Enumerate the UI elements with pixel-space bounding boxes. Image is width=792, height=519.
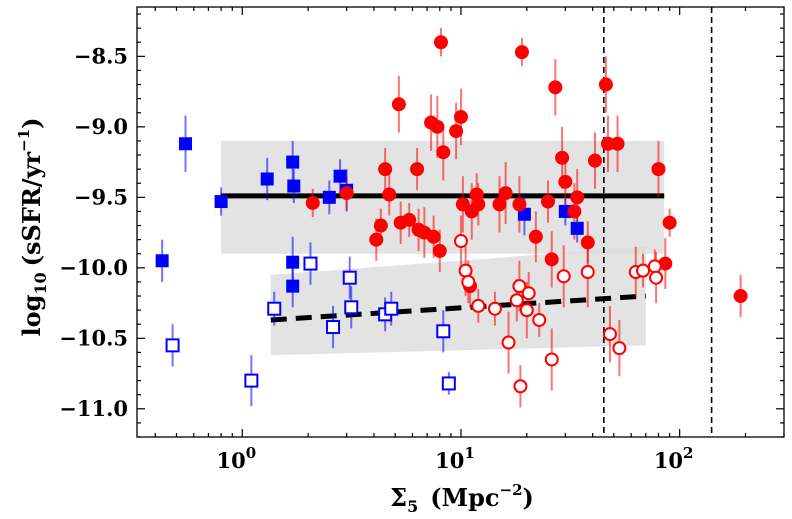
data-point-circle [391,97,406,112]
y-tick-label: −8.5 [74,43,128,68]
data-point-circle [580,235,595,250]
data-point-square [286,255,300,269]
data-point-circle [544,352,559,367]
data-points [155,35,748,394]
data-point-circle [548,80,563,95]
data-point-circle [492,197,507,212]
x-tick-labels: 100 101 102 [216,444,693,473]
data-point-square [326,320,341,335]
data-point-circle [544,252,559,267]
y-tick-labels: −8.5 −9.0 −9.5 −10.0 −10.5 −11.0 [59,43,128,420]
data-point-circle [514,45,529,60]
data-point-circle [453,234,468,249]
y-tick-label: −9.5 [74,184,128,209]
data-point-circle [636,263,651,278]
data-point-circle [378,162,393,177]
data-point-circle [567,204,582,219]
data-point-circle [402,212,417,227]
data-point-square [179,137,193,151]
data-point-circle [305,195,320,210]
data-point-square [570,221,584,235]
data-point-circle [612,341,627,356]
data-point-circle [509,293,524,308]
y-tick-label: −10.5 [59,325,128,350]
data-point-circle [426,229,441,244]
data-point-circle [512,197,527,212]
y-tick-label: −9.0 [74,114,128,139]
data-point-square [436,324,451,339]
x-tick-label: 101 [435,444,475,473]
data-point-square [214,195,228,209]
data-point-square [165,338,180,353]
data-point-circle [528,229,543,244]
x-tick-label: 100 [216,444,256,473]
data-point-circle [662,215,677,230]
data-point-circle [471,298,486,313]
data-point-circle [436,145,451,160]
data-point-square [322,190,336,204]
data-point-circle [501,335,516,350]
data-point-circle [487,301,502,316]
data-point-circle [373,218,388,233]
data-point-circle [513,379,528,394]
x-tick-label: 102 [654,444,694,473]
data-point-square [286,155,300,169]
data-point-circle [598,77,613,92]
data-point-circle [556,269,571,284]
data-point-circle [433,35,448,50]
data-point-circle [519,303,534,318]
data-point-circle [449,124,464,139]
data-point-square [384,301,399,316]
data-point-circle [555,150,570,165]
data-point-circle [532,312,547,327]
data-point-circle [521,286,536,301]
y-axis-title: log10(sSFR/yr−1) [15,117,50,336]
data-point-square [155,254,169,268]
data-point-circle [541,194,556,209]
data-point-circle [610,136,625,151]
data-point-circle [651,162,666,177]
x-axis-title: Σ5 (Mpc−2) [390,481,534,516]
data-point-circle [580,265,595,280]
data-point-circle [471,197,486,212]
data-point-square [267,301,282,316]
data-point-square [303,256,318,271]
data-point-square [244,373,259,388]
data-point-square [342,270,357,285]
data-point-square [260,172,274,186]
data-point-circle [461,274,476,289]
data-point-square [344,300,359,315]
data-point-circle [432,243,447,258]
data-point-circle [382,187,397,202]
y-tick-label: −10.0 [59,255,128,280]
data-point-square [287,179,301,193]
data-point-circle [558,174,573,189]
data-point-circle [587,153,602,168]
data-point-circle [369,232,384,247]
band-lower [270,246,646,356]
data-point-square [333,169,347,183]
data-point-circle [453,109,468,124]
data-point-circle [602,327,617,342]
data-point-square [441,376,456,391]
data-point-circle [649,270,664,285]
data-point-circle [498,186,513,201]
data-point-square [286,279,300,293]
data-point-circle [733,289,748,304]
data-point-circle [458,263,473,278]
axis-ticks [137,7,785,438]
data-point-circle [512,279,527,294]
data-point-circle [570,190,585,205]
data-point-circle [410,162,425,177]
data-point-circle [647,259,662,274]
data-point-circle [430,119,445,134]
y-tick-label: −11.0 [59,396,128,421]
data-point-circle [339,186,354,201]
